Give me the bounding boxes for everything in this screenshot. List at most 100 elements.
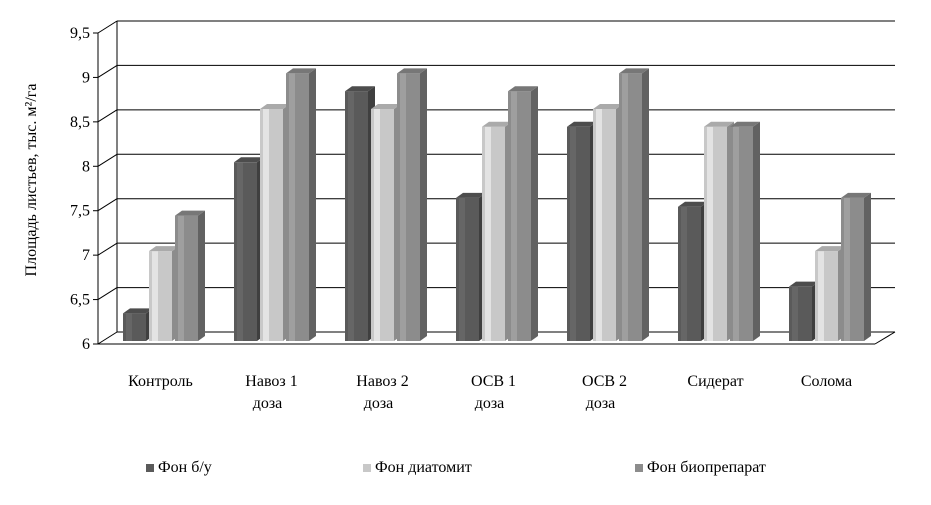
bar-highlight — [681, 206, 687, 341]
y-tick-label: 6 — [82, 336, 90, 353]
bar — [345, 86, 375, 341]
bar — [841, 192, 871, 341]
gridline-diagonal — [97, 331, 118, 345]
bar-top — [123, 308, 153, 314]
gridline-diagonal — [97, 109, 118, 123]
bar — [175, 210, 205, 341]
bar-highlight — [263, 108, 269, 341]
bar — [730, 121, 760, 341]
x-tick-label: ОСВ 2 — [582, 373, 627, 390]
bar-highlight — [289, 73, 295, 341]
bar-top — [371, 103, 401, 109]
bar-highlight — [374, 108, 380, 341]
bar — [815, 246, 845, 341]
bar-highlight — [400, 73, 406, 341]
legend-swatch — [146, 464, 154, 472]
bar — [397, 68, 427, 341]
bar-top — [508, 86, 538, 92]
bar-top — [482, 121, 512, 127]
x-tick-label: доза — [586, 395, 616, 412]
bar — [286, 68, 316, 341]
x-tick-label: ОСВ 1 — [471, 373, 516, 390]
bar — [789, 281, 819, 341]
y-tick-label: 7,5 — [70, 203, 90, 220]
x-tick-label: Солома — [801, 373, 852, 390]
bar-top — [345, 86, 375, 92]
legend-item: Фон б/у — [146, 459, 212, 477]
bar-highlight — [844, 197, 850, 341]
y-tick-label: 8 — [82, 158, 90, 175]
legend-label: Фон диатомит — [375, 459, 472, 476]
bar-highlight — [126, 313, 132, 341]
bar — [567, 121, 597, 341]
bar — [371, 103, 401, 341]
axis-layer: 6 6,5 7 7,5 8 8,5 9 9,5 — [70, 21, 896, 353]
bar — [508, 86, 538, 341]
bar — [149, 246, 179, 341]
bar-layer — [123, 68, 871, 341]
gridline-diagonal — [97, 198, 118, 212]
label-layer: Контроль Навоз 1 доза Навоз 2 доза ОСВ 1 доза О… — [128, 373, 852, 412]
bar — [704, 121, 734, 341]
bar — [234, 157, 264, 341]
bar-top — [593, 103, 623, 109]
y-tick-label: 8,5 — [70, 114, 90, 131]
floor-right-edge — [874, 331, 896, 345]
gridline-diagonal — [97, 153, 118, 167]
bar-highlight — [570, 126, 576, 341]
legend-swatch — [635, 464, 643, 472]
bar-top — [260, 103, 290, 109]
bar-top — [286, 68, 316, 74]
bar-side — [198, 210, 205, 341]
bar-highlight — [818, 251, 824, 341]
x-tick-label: Сидерат — [687, 373, 743, 390]
gridline-diagonal — [97, 287, 118, 300]
bar-top — [841, 192, 871, 198]
bar-top — [567, 121, 597, 127]
bar-highlight — [511, 91, 517, 341]
bar-highlight — [485, 126, 491, 341]
bar-side — [642, 68, 649, 341]
legend: Фон б/у Фон диатомит Фон биопрепарат — [0, 459, 931, 489]
y-tick-label: 9,5 — [70, 25, 90, 42]
x-tick-label: доза — [364, 395, 394, 412]
bar — [260, 103, 290, 341]
bar-side — [420, 68, 427, 341]
bar — [678, 201, 708, 341]
gridline-diagonal — [97, 65, 118, 78]
bar — [619, 68, 649, 341]
bar-highlight — [459, 197, 465, 341]
bar-highlight — [152, 251, 158, 341]
bar-top — [730, 121, 760, 127]
x-tick-label: Контроль — [128, 373, 193, 390]
y-tick-label: 6,5 — [70, 292, 90, 309]
legend-label: Фон биопрепарат — [647, 459, 766, 476]
bar-side — [753, 121, 760, 341]
bar-top — [175, 210, 205, 216]
bar-highlight — [622, 73, 628, 341]
legend-item: Фон биопрепарат — [635, 459, 766, 477]
bar-top — [149, 246, 179, 252]
bar-top — [397, 68, 427, 74]
bar-top — [234, 157, 264, 163]
bar-top — [704, 121, 734, 127]
x-tick-label: Навоз 1 — [245, 373, 297, 390]
bar-highlight — [707, 126, 713, 341]
legend-label: Фон б/у — [158, 459, 212, 476]
x-tick-label: доза — [475, 395, 505, 412]
bar — [593, 103, 623, 341]
bar-highlight — [348, 91, 354, 341]
bar-side — [309, 68, 316, 341]
bar-highlight — [237, 162, 243, 341]
legend-swatch — [363, 464, 371, 472]
bar-top — [456, 192, 486, 198]
x-tick-label: доза — [253, 395, 283, 412]
bar-side — [864, 192, 871, 341]
bar-top — [678, 201, 708, 207]
bar — [456, 192, 486, 341]
y-axis-title: Площадь листьев, тыс. м²/га — [23, 84, 40, 277]
gridline-diagonal — [97, 20, 118, 34]
y-tick-label: 7 — [82, 247, 90, 264]
gridline-diagonal — [97, 242, 118, 256]
